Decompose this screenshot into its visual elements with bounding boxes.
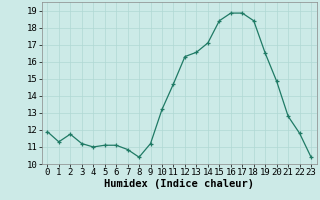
X-axis label: Humidex (Indice chaleur): Humidex (Indice chaleur) (104, 179, 254, 189)
